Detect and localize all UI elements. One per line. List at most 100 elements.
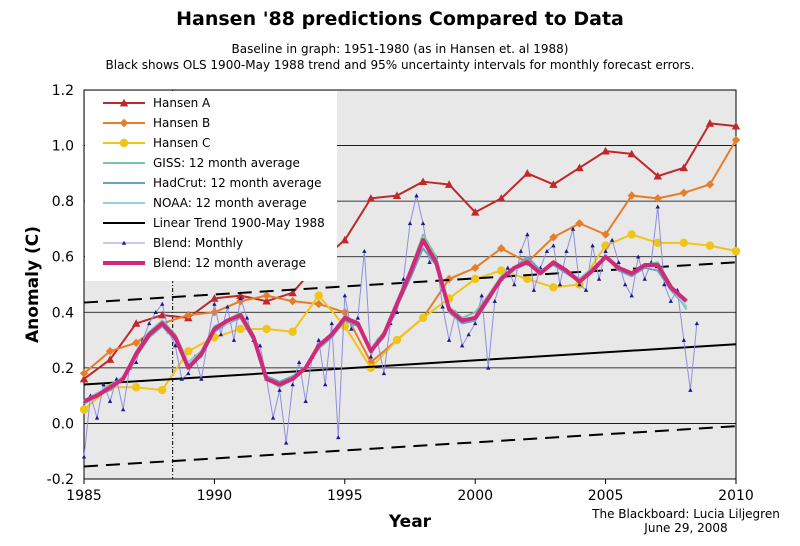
data-point: [688, 387, 693, 392]
chart-subtitle-trend-note: Black shows OLS 1900-May 1988 trend and …: [105, 58, 695, 72]
data-point: [653, 194, 662, 203]
data-point: [199, 376, 204, 381]
legend-item: Hansen A: [103, 96, 211, 110]
data-point: [627, 191, 636, 200]
data-point: [577, 282, 582, 287]
data-point: [549, 180, 558, 188]
data-point: [79, 374, 89, 383]
data-point: [418, 313, 428, 323]
data-point: [570, 226, 576, 231]
data-point: [218, 332, 224, 337]
y-tick-label: 1.0: [52, 139, 74, 155]
data-point: [446, 337, 452, 342]
data-point: [314, 291, 323, 300]
data-point: [119, 138, 129, 148]
data-point: [270, 415, 276, 420]
legend-item: Hansen C: [103, 136, 210, 150]
data-point: [173, 343, 178, 348]
data-point: [603, 248, 608, 253]
data-point: [627, 230, 636, 239]
data-point: [679, 163, 689, 172]
data-point: [549, 233, 558, 242]
data-point: [105, 346, 115, 356]
legend-label: Blend: Monthly: [153, 236, 243, 250]
data-point: [184, 346, 193, 356]
data-point: [392, 191, 402, 199]
data-point: [105, 355, 115, 363]
credit-date: June 29, 2008: [644, 521, 728, 535]
data-point: [575, 219, 584, 228]
data-point: [564, 248, 569, 253]
data-point: [731, 246, 741, 256]
data-point: [119, 118, 129, 128]
data-point: [497, 194, 506, 202]
data-point: [523, 169, 532, 177]
data-point: [158, 310, 167, 319]
data-point: [340, 235, 349, 244]
data-point: [486, 365, 491, 370]
x-tick-label: 2010: [718, 488, 754, 504]
data-point: [120, 407, 126, 412]
data-point: [210, 294, 219, 302]
data-point: [184, 310, 193, 320]
data-point: [231, 337, 237, 342]
data-point: [616, 260, 621, 265]
legend-item: NOAA: 12 month average: [103, 196, 307, 210]
data-point: [479, 293, 484, 298]
data-point: [622, 282, 628, 287]
data-point: [81, 454, 87, 459]
legend-item: GISS: 12 month average: [103, 156, 300, 170]
y-tick-label: 1.2: [52, 83, 74, 99]
legend-label: GISS: 12 month average: [153, 156, 300, 170]
legend-item: Linear Trend 1900-May 1988: [103, 216, 325, 230]
data-point: [551, 243, 556, 248]
data-point: [101, 382, 106, 387]
data-point: [119, 98, 129, 107]
data-point: [609, 237, 615, 242]
data-point: [401, 276, 406, 281]
data-point: [147, 321, 152, 326]
data-point: [323, 382, 328, 387]
data-point: [705, 180, 715, 189]
data-point: [329, 321, 334, 326]
data-point: [316, 337, 321, 342]
data-point: [342, 293, 347, 298]
data-point: [473, 321, 478, 326]
data-point: [79, 369, 89, 378]
data-point: [133, 360, 139, 365]
data-point: [212, 301, 217, 306]
data-point: [131, 338, 141, 348]
data-point: [290, 382, 295, 387]
legend-label: Hansen B: [153, 116, 210, 130]
data-point: [459, 343, 465, 348]
data-point: [407, 221, 413, 226]
credit-author: The Blackboard: Lucia Liljegren: [592, 507, 780, 521]
series-blend-12-month-average: [83, 238, 688, 404]
legend-label: Linear Trend 1900-May 1988: [153, 216, 325, 230]
data-point: [262, 324, 271, 334]
data-point: [525, 232, 530, 237]
data-point: [590, 243, 595, 248]
y-tick-label: 0.4: [52, 305, 74, 321]
data-point: [336, 435, 341, 440]
data-point: [440, 304, 445, 309]
data-point: [596, 276, 602, 281]
data-point: [653, 238, 662, 248]
data-point: [557, 282, 563, 287]
data-point: [79, 405, 89, 414]
data-point: [544, 248, 550, 253]
data-point: [549, 283, 558, 292]
data-point: [662, 282, 667, 287]
y-tick-label: 0.2: [52, 361, 74, 377]
series-linear-trend-1900-may-1988: [83, 343, 737, 386]
data-point: [349, 326, 354, 331]
data-point: [283, 440, 289, 445]
x-tick-label: 2000: [457, 488, 493, 504]
data-point: [497, 244, 506, 253]
data-point: [497, 266, 506, 275]
data-point: [121, 240, 127, 245]
data-point: [368, 354, 374, 359]
data-point: [471, 274, 480, 284]
data-point: [153, 310, 158, 315]
